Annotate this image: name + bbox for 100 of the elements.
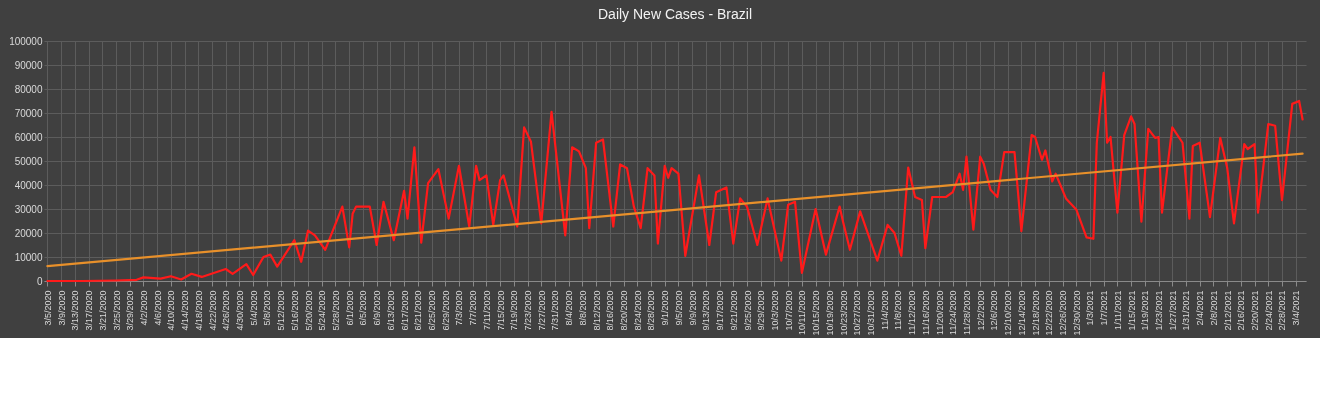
- x-tick-label: 4/2/2020: [138, 290, 149, 326]
- x-tick-label: 8/8/2020: [577, 290, 588, 326]
- x-tick-label: 11/28/2020: [961, 290, 972, 335]
- x-tick-label: 4/26/2020: [221, 290, 232, 331]
- x-tick-label: 7/27/2020: [536, 290, 547, 331]
- x-tick-label: 5/24/2020: [317, 290, 328, 331]
- x-tick-label: 2/12/2021: [1222, 290, 1233, 331]
- x-tick-label: 12/14/2020: [1016, 290, 1027, 336]
- x-tick-label: 12/18/2020: [1030, 290, 1041, 336]
- x-tick-label: 6/17/2020: [399, 290, 410, 331]
- x-tick-label: 5/20/2020: [303, 290, 314, 331]
- x-tick-label: 6/21/2020: [413, 290, 424, 331]
- x-tick-label: 8/24/2020: [632, 290, 643, 331]
- x-tick-label: 11/8/2020: [893, 290, 904, 330]
- x-tick-label: 9/13/2020: [701, 290, 712, 331]
- y-tick-label: 80000: [14, 83, 43, 95]
- x-tick-label: 10/27/2020: [852, 290, 863, 336]
- x-tick-label: 8/4/2020: [564, 290, 575, 326]
- y-tick-label: 40000: [14, 179, 43, 191]
- x-tick-label: 10/15/2020: [811, 290, 822, 336]
- y-tick-label: 50000: [14, 155, 43, 167]
- x-tick-label: 7/7/2020: [468, 290, 479, 326]
- x-tick-label: 8/12/2020: [591, 290, 602, 331]
- x-tick-label: 4/22/2020: [207, 290, 218, 331]
- x-tick-label: 6/25/2020: [427, 290, 438, 331]
- x-tick-label: 11/24/2020: [948, 290, 959, 335]
- x-tick-label: 10/31/2020: [865, 290, 876, 336]
- y-tick-label: 60000: [14, 131, 43, 143]
- x-tick-label: 7/31/2020: [550, 290, 561, 331]
- x-tick-label: 4/18/2020: [193, 290, 204, 331]
- x-tick-label: 3/17/2020: [84, 290, 95, 331]
- x-tick-label: 1/7/2021: [1099, 290, 1110, 326]
- x-tick-label: 7/3/2020: [454, 290, 465, 326]
- x-tick-label: 6/9/2020: [372, 290, 383, 326]
- y-tick-label: 30000: [14, 203, 43, 215]
- x-tick-label: 7/15/2020: [495, 290, 506, 331]
- x-tick-label: 7/19/2020: [509, 290, 520, 331]
- x-tick-label: 12/26/2020: [1058, 290, 1069, 336]
- x-tick-label: 6/29/2020: [440, 290, 451, 331]
- x-tick-label: 9/25/2020: [742, 290, 753, 331]
- x-tick-label: 9/29/2020: [756, 290, 767, 331]
- x-tick-label: 8/28/2020: [646, 290, 657, 331]
- x-tick-label: 5/4/2020: [248, 290, 259, 326]
- y-tick-label: 0: [36, 275, 43, 287]
- x-tick-label: 9/21/2020: [728, 290, 739, 331]
- y-tick-label: 90000: [14, 59, 43, 71]
- x-tick-label: 7/11/2020: [481, 290, 492, 330]
- x-tick-label: 11/20/2020: [934, 290, 945, 335]
- x-tick-label: 3/4/2021: [1291, 290, 1302, 326]
- x-tick-label: 10/3/2020: [769, 290, 780, 331]
- x-tick-label: 2/20/2021: [1250, 290, 1261, 331]
- x-tick-label: 1/27/2021: [1167, 290, 1178, 331]
- x-tick-label: 4/6/2020: [152, 290, 163, 326]
- x-tick-label: 6/5/2020: [358, 290, 369, 326]
- x-tick-label: 4/30/2020: [234, 290, 245, 331]
- x-tick-label: 4/14/2020: [180, 290, 191, 331]
- x-tick-label: 12/10/2020: [1003, 290, 1014, 336]
- x-tick-label: 1/15/2021: [1126, 290, 1137, 331]
- x-tick-label: 1/19/2021: [1140, 290, 1151, 331]
- y-tick-label: 100000: [9, 35, 43, 47]
- x-tick-label: 5/12/2020: [276, 290, 287, 331]
- x-tick-label: 1/11/2021: [1112, 290, 1123, 330]
- x-tick-label: 9/17/2020: [715, 290, 726, 331]
- x-tick-label: 3/5/2020: [42, 290, 53, 326]
- x-tick-label: 10/19/2020: [824, 290, 835, 336]
- x-tick-label: 1/31/2021: [1181, 290, 1192, 331]
- x-tick-label: 9/5/2020: [673, 290, 684, 326]
- x-tick-label: 2/16/2021: [1236, 290, 1247, 331]
- x-tick-label: 3/21/2020: [97, 290, 108, 331]
- x-tick-label: 10/23/2020: [838, 290, 849, 336]
- x-tick-label: 10/7/2020: [783, 290, 794, 331]
- x-tick-label: 8/20/2020: [619, 290, 630, 331]
- x-tick-label: 3/9/2020: [56, 290, 67, 326]
- x-tick-label: 3/29/2020: [125, 290, 136, 331]
- x-tick-label: 7/23/2020: [523, 290, 534, 331]
- y-tick-label: 10000: [14, 251, 43, 263]
- x-tick-label: 5/28/2020: [330, 290, 341, 331]
- y-tick-label: 20000: [14, 227, 43, 239]
- x-tick-label: 3/13/2020: [70, 290, 81, 331]
- x-tick-label: 2/4/2021: [1195, 290, 1206, 326]
- chart-title: Daily New Cases - Brazil: [597, 6, 753, 22]
- x-tick-label: 11/16/2020: [920, 290, 931, 335]
- x-tick-label: 12/2/2020: [975, 290, 986, 331]
- x-tick-label: 3/25/2020: [111, 290, 122, 331]
- x-tick-label: 12/6/2020: [989, 290, 1000, 331]
- x-tick-label: 2/24/2021: [1263, 290, 1274, 331]
- x-tick-label: 5/16/2020: [289, 290, 300, 331]
- x-tick-label: 12/22/2020: [1044, 290, 1055, 336]
- x-tick-label: 11/12/2020: [907, 290, 918, 335]
- x-tick-label: 6/1/2020: [344, 290, 355, 326]
- x-tick-label: 11/4/2020: [879, 290, 890, 330]
- x-tick-label: 2/8/2021: [1208, 290, 1219, 326]
- x-tick-label: 12/30/2020: [1071, 290, 1082, 336]
- x-tick-label: 8/16/2020: [605, 290, 616, 331]
- x-tick-label: 10/11/2020: [797, 290, 808, 335]
- x-tick-label: 1/3/2021: [1085, 290, 1096, 326]
- x-tick-label: 6/13/2020: [385, 290, 396, 331]
- x-tick-label: 2/28/2021: [1277, 290, 1288, 331]
- x-tick-label: 5/8/2020: [262, 290, 273, 326]
- x-tick-label: 9/9/2020: [687, 290, 698, 326]
